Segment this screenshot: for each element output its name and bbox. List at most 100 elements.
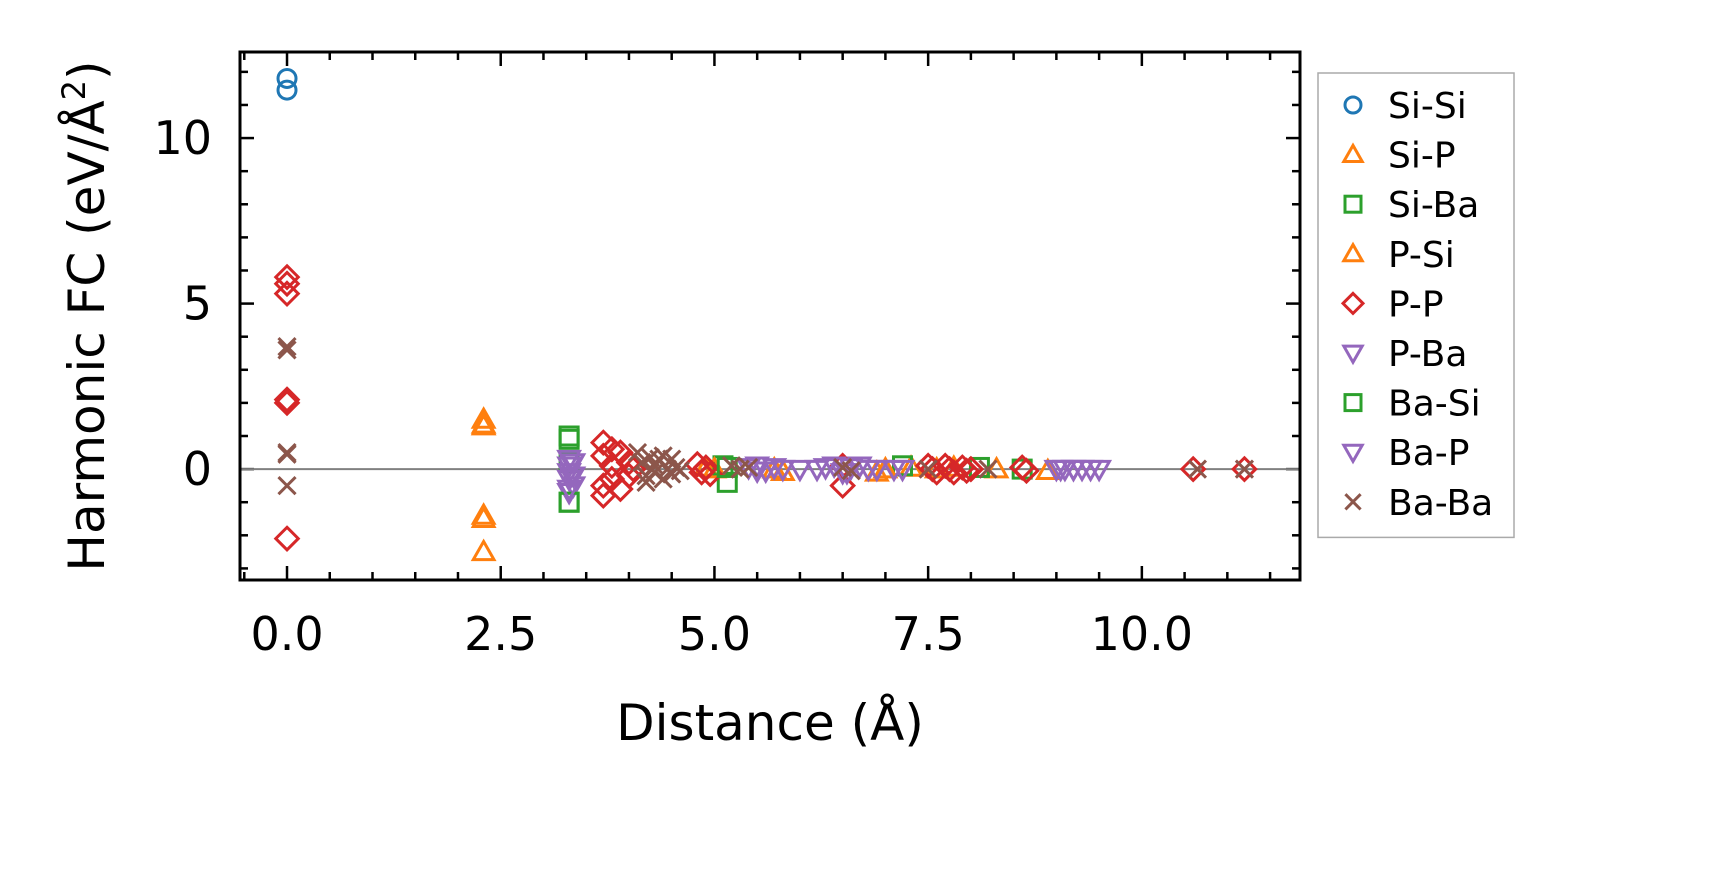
point-ba-ba-stroke [739,457,759,478]
point-ba-ba-stroke [1234,459,1255,479]
point-p-p [692,454,720,481]
point-p-p [273,525,301,552]
point-si-si [276,79,298,101]
point-ba-ba-stroke [277,340,297,360]
legend-marker [1343,95,1363,115]
legend: Si-Si Si-P Si-Ba P-Si P-P P-Ba Ba-Si Ba-P Ba-Ba [1317,72,1515,539]
point-ba-p [1060,459,1087,483]
point-si-p [470,538,497,562]
y-tick-label: 10 [153,111,212,165]
point-si-p [1034,457,1061,481]
legend-entry: Si-P [1341,136,1456,177]
point-p-p [957,455,985,483]
series-ba-si [558,428,738,513]
point-ba-ba [627,442,648,463]
point-p-p [598,435,626,463]
axis-ticks [240,52,1300,580]
point-ba-ba-stroke [841,461,861,481]
series-ba-p [556,458,1113,503]
point-ba-ba [841,461,861,481]
point-p-ba [556,449,583,473]
point-ba-si [558,491,580,513]
plot-area-frame [238,50,1302,582]
point-ba-ba-stroke [277,476,297,496]
point-ba-si [716,456,738,478]
point-ba-ba-stroke [277,337,297,357]
legend-entry: Ba-Ba [1344,483,1493,524]
legend-entry: P-Si [1341,235,1455,276]
legend-marker [1341,344,1365,366]
point-ba-p [889,459,916,483]
point-p-p [1231,455,1258,483]
point-p-p [829,472,857,500]
point-p-si [872,455,899,479]
x-tick-label: 10.0 [1091,607,1193,661]
point-p-si [470,411,497,434]
legend-marker [1341,443,1365,465]
point-ba-ba [1234,459,1255,479]
legend-marker [1341,142,1365,163]
legend-label: Si-Si [1388,86,1467,127]
legend-marker [1343,194,1363,214]
point-p-ba [769,459,796,483]
point-ba-p [863,459,890,483]
legend-label: Ba-Ba [1388,483,1493,524]
point-ba-ba-stroke [670,461,690,481]
x-tick-label: 7.5 [892,607,965,661]
point-ba-p [812,458,839,481]
point-si-p [470,502,497,525]
series-p-p [273,263,1258,552]
data-points [273,67,1258,562]
point-p-p [683,450,711,478]
point-ba-ba [277,476,297,496]
point-p-p [589,472,617,500]
y-axis-title-end: ) [58,60,116,80]
point-p-p [273,386,301,413]
point-ba-p [786,459,813,483]
point-p-p [615,462,643,490]
point-p-p [273,280,301,308]
x-tick-label: 5.0 [678,607,751,661]
legend-label: Si-P [1388,136,1456,177]
point-ba-ba [1187,459,1208,479]
legend-marker [1344,493,1362,511]
point-p-si [470,505,497,529]
point-p-p [273,263,301,291]
tick-labels: 0.0 2.5 5.0 7.5 10.0 0 5 10 [153,111,1193,661]
y-tick-label: 5 [183,277,212,331]
point-p-ba [761,458,788,481]
point-ba-ba-stroke [918,459,938,479]
point-ba-ba-stroke [1187,459,1208,479]
point-p-p [953,457,980,485]
y-axis-title-superscript: 2 [55,80,93,100]
point-ba-p [1086,459,1113,483]
legend-entry: Ba-P [1341,433,1469,474]
legend-label: Ba-Si [1388,384,1481,425]
point-p-p [1013,457,1040,485]
point-p-ba [560,453,587,476]
legend-label: P-P [1388,284,1444,325]
point-ba-ba [739,457,759,478]
point-ba-ba-stroke [833,457,853,478]
legend-entry: P-P [1340,284,1444,325]
point-ba-ba [277,340,297,360]
point-p-ba [744,456,771,480]
y-axis-title-main: Harmonic FC (eV/Å [58,100,116,571]
x-tick-label: 2.5 [464,607,537,661]
x-tick-label: 0.0 [250,607,323,661]
point-p-p [273,389,301,417]
x-axis-title: Distance (Å) [616,694,924,752]
point-ba-ba [670,461,690,481]
series-si-si [276,67,298,101]
legend-label: Si-Ba [1388,185,1479,226]
legend-entry: Si-Si [1343,86,1467,127]
point-si-ba [716,471,738,493]
legend-marker [1340,291,1366,316]
series-ba-ba [277,337,1255,496]
point-ba-ba-stroke [721,456,742,476]
point-ba-ba [978,459,998,479]
point-ba-ba-stroke [640,447,660,468]
point-ba-ba-stroke [978,459,998,479]
point-ba-ba-stroke [662,449,682,469]
